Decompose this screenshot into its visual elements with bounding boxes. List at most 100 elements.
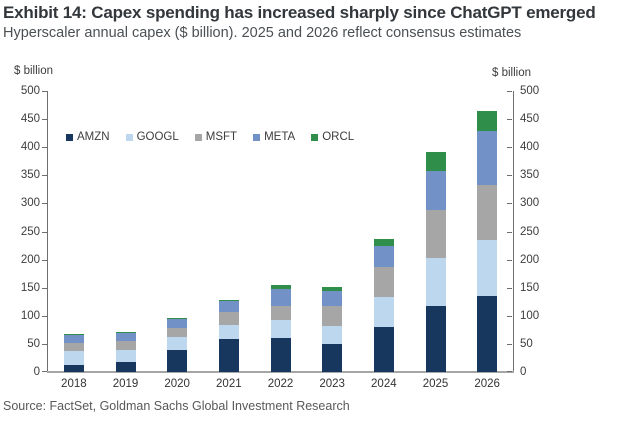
exhibit-subtitle: Hyperscaler annual capex ($ billion). 20…: [3, 25, 522, 41]
bar-segment-orcl-2021: [218, 300, 239, 302]
bar-segment-amzn-2019: [115, 362, 136, 372]
bar-segment-orcl-2026: [477, 110, 498, 131]
x-axis-label-2024: 2024: [371, 378, 397, 390]
bar-segment-meta-2025: [425, 170, 446, 210]
y-tick-label-right: 250: [520, 225, 540, 238]
axis-tickmark-left: [42, 175, 47, 177]
legend-label: GOOGL: [136, 131, 179, 143]
bar-segment-googl-2019: [115, 349, 136, 363]
y-tick-label-right: 450: [520, 113, 540, 126]
bar-segment-amzn-2022: [270, 337, 291, 372]
y-tick-label-left: 150: [20, 281, 40, 294]
y-tick-label-left: 450: [20, 113, 40, 126]
bar-segment-meta-2021: [218, 301, 239, 312]
axis-tickmark-right: [507, 231, 512, 233]
axis-tickmark-left: [42, 259, 47, 261]
bar-segment-googl-2021: [218, 324, 239, 339]
y-tick-label-right: 150: [520, 281, 540, 294]
bar-segment-meta-2023: [322, 291, 343, 307]
axis-tickmark-left: [42, 203, 47, 205]
bar-segment-msft-2026: [477, 185, 498, 240]
y-tick-label-right: 100: [520, 309, 540, 322]
bar-segment-amzn-2023: [322, 343, 343, 372]
bar-segment-msft-2022: [270, 305, 291, 320]
bar-segment-googl-2022: [270, 319, 291, 338]
bar-segment-googl-2026: [477, 239, 498, 297]
bar-segment-orcl-2025: [425, 152, 446, 171]
legend-item-meta: META: [253, 131, 295, 143]
y-tick-label-left: 500: [20, 85, 40, 97]
bar-segment-googl-2024: [373, 297, 394, 328]
axis-tickmark-left: [42, 287, 47, 289]
legend-label: MSFT: [205, 131, 238, 143]
bar-segment-msft-2024: [373, 267, 394, 298]
axis-tickmark-right: [507, 91, 512, 92]
axis-tickmark-right: [507, 343, 512, 345]
source-note: Source: FactSet, Goldman Sachs Global In…: [3, 399, 350, 413]
x-axis-label-2019: 2019: [112, 378, 139, 390]
bar-segment-msft-2019: [115, 341, 136, 350]
bar-segment-orcl-2024: [373, 238, 394, 246]
x-axis-label-2026: 2026: [474, 378, 500, 390]
axis-tickmark-right: [507, 175, 512, 177]
bar-segment-msft-2023: [322, 306, 343, 326]
x-axis-line: [47, 371, 514, 373]
y-tick-label-left: 200: [20, 253, 40, 266]
y-tick-label-left: 100: [20, 309, 40, 322]
bar-segment-orcl-2018: [63, 333, 84, 335]
right-axis-unit-label: $ billion: [492, 67, 531, 79]
y-tick-label-left: 300: [20, 197, 40, 210]
y-tick-label-left: 350: [20, 169, 40, 182]
chart-legend: AMZN GOOGL MSFT META ORCL: [66, 131, 354, 143]
legend-swatch-icon: [66, 133, 73, 141]
axis-tickmark-right: [507, 119, 512, 121]
capex-stacked-bar-chart: AMZN GOOGL MSFT META ORCL 0 0 50 50 100 100 150 150…: [21, 85, 539, 390]
legend-swatch-icon: [253, 133, 261, 141]
bar-segment-amzn-2025: [425, 305, 446, 372]
legend-item-orcl: ORCL: [311, 131, 354, 143]
bar-segment-orcl-2022: [270, 285, 291, 289]
bar-segment-googl-2018: [63, 350, 84, 365]
axis-tickmark-left: [42, 91, 47, 92]
legend-item-amzn: AMZN: [66, 131, 110, 143]
x-axis-label-2018: 2018: [61, 378, 87, 390]
legend-swatch-icon: [311, 133, 319, 141]
y-tick-label-right: 300: [520, 197, 540, 210]
bar-segment-msft-2018: [63, 342, 84, 351]
x-axis-label-2020: 2020: [164, 378, 190, 390]
bar-segment-orcl-2023: [322, 286, 343, 292]
y-tick-label-right: 400: [520, 141, 540, 154]
axis-tickmark-left: [42, 315, 47, 317]
bar-segment-amzn-2026: [477, 296, 498, 372]
y-tick-label-left: 250: [20, 225, 40, 238]
legend-label: ORCL: [322, 131, 355, 143]
axis-tickmark-left: [42, 371, 47, 372]
y-tick-label-left: 400: [20, 141, 40, 154]
bar-segment-googl-2023: [322, 325, 343, 344]
bar-segment-amzn-2024: [373, 327, 394, 372]
axis-tickmark-right: [507, 203, 512, 205]
left-axis-unit-label: $ billion: [14, 65, 53, 77]
y-tick-label-right: 350: [520, 169, 540, 182]
bar-segment-meta-2024: [373, 245, 394, 268]
axis-tickmark-left: [42, 231, 47, 233]
axis-tickmark-right: [507, 315, 512, 317]
axis-tickmark-right: [507, 147, 512, 149]
bar-segment-googl-2020: [167, 337, 188, 350]
axis-tickmark-right: [507, 287, 512, 289]
bar-segment-meta-2022: [270, 288, 291, 306]
y-tick-label-left: 50: [27, 337, 40, 350]
legend-swatch-icon: [125, 133, 133, 141]
axis-tickmark-left: [42, 119, 47, 121]
x-axis-label-2025: 2025: [422, 378, 449, 390]
x-axis-label-2023: 2023: [319, 378, 345, 390]
axis-tickmark-left: [42, 343, 47, 345]
y-tick-label-right: 50: [520, 337, 533, 350]
y-tick-label-left: 0: [33, 366, 40, 378]
bar-segment-meta-2020: [167, 319, 188, 328]
bar-segment-meta-2018: [63, 334, 84, 343]
legend-item-msft: MSFT: [194, 131, 238, 143]
legend-label: AMZN: [77, 131, 110, 143]
axis-tickmark-left: [42, 147, 47, 149]
